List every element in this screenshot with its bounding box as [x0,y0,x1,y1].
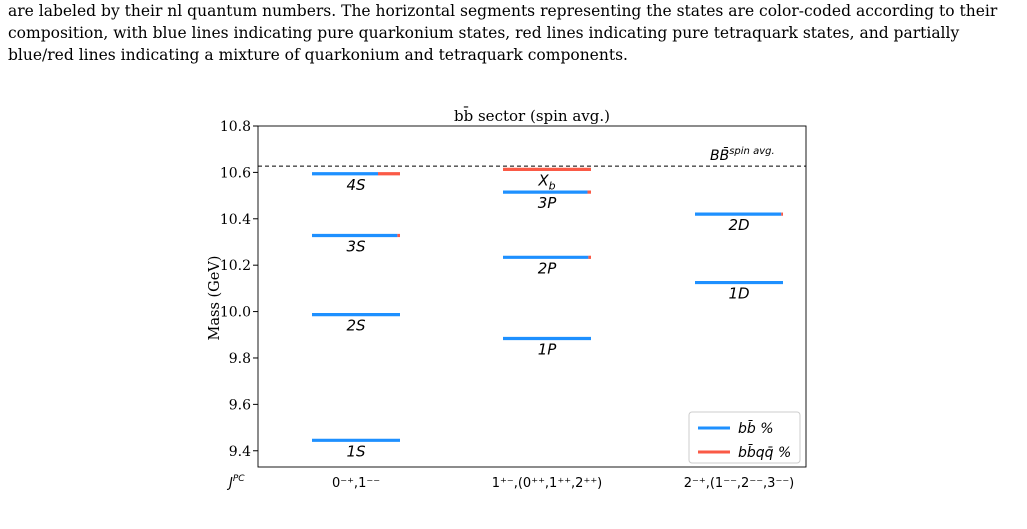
legend: bb̄ % bb̄qq̄ % [688,411,801,464]
y-tick-label: 10.4 [220,212,251,228]
y-tick-label: 9.4 [229,444,251,460]
level-label: 2P [538,259,558,277]
x-category-label: 1⁺⁻,(0⁺⁺,1⁺⁺,2⁺⁺) [492,476,603,491]
plot-frame [257,125,807,468]
y-tick-label: 10.2 [220,258,251,274]
y-tick-label: 9.6 [229,397,251,413]
figure-caption: are labeled by their nl quantum numbers.… [8,0,1020,66]
chart-title: bb̄ sector (spin avg.) [454,107,610,125]
jpc-axis-label: JPC [226,474,245,491]
level-label: 2S [346,317,366,335]
threshold-label: BB̄spin avg. [710,146,775,164]
level-label: 3P [538,194,558,212]
caption-line-3: blue/red lines indicating a mixture of q… [8,46,628,64]
y-tick-label: 9.8 [229,351,251,367]
level-label: 4S [346,176,366,194]
legend-label: bb̄qq̄ % [738,443,791,461]
level-label: 1S [346,442,366,460]
level-label: Xb [537,171,555,192]
level-label: 3S [346,237,366,255]
y-tick-label: 10.6 [220,165,251,181]
level-label: 1D [728,285,749,303]
y-tick-label: 10.0 [220,305,251,321]
y-axis-label: Mass (GeV) [207,256,223,341]
legend-box [688,411,801,464]
level-label: 1P [538,340,558,358]
level-label: 2D [728,216,749,234]
y-tick-label: 10.8 [220,119,251,135]
caption-line-1: are labeled by their nl quantum numbers.… [8,2,998,20]
caption-line-2: composition, with blue lines indicating … [8,24,960,42]
legend-label: bb̄ % [738,419,774,437]
x-category-label: 2⁻⁺,(1⁻⁻,2⁻⁻,3⁻⁻) [684,476,795,491]
x-category-label: 0⁻⁺,1⁻⁻ [332,476,380,491]
